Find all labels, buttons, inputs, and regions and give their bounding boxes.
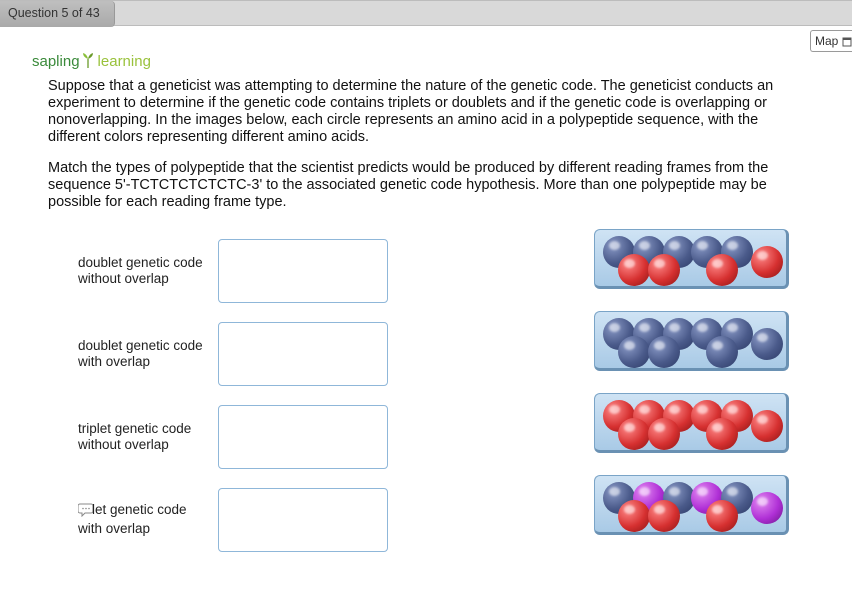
tile-column xyxy=(594,229,804,561)
slot-label-1: doublet genetic code without overlap xyxy=(48,255,218,287)
amino-ball xyxy=(618,336,650,368)
amino-ball xyxy=(618,254,650,286)
slot-label-4: let genetic code with overlap xyxy=(48,502,218,537)
tile-1-balls xyxy=(603,236,778,280)
slot-row-4: let genetic code with overlap xyxy=(48,478,438,561)
tile-4-balls xyxy=(603,482,778,526)
amino-ball xyxy=(648,336,680,368)
paragraph-2: Match the types of polypeptide that the … xyxy=(48,160,804,211)
amino-ball xyxy=(648,254,680,286)
amino-ball xyxy=(706,254,738,286)
tile-3[interactable] xyxy=(594,393,789,453)
logo-part2: learning xyxy=(98,53,151,70)
slot-row-3: triplet genetic code without overlap xyxy=(48,395,438,478)
map-icon xyxy=(842,37,852,47)
amino-ball xyxy=(648,418,680,450)
tile-1[interactable] xyxy=(594,229,789,289)
amino-ball xyxy=(751,492,783,524)
dropzone-3[interactable] xyxy=(218,405,388,469)
map-button[interactable]: Map xyxy=(810,30,852,52)
slot-row-1: doublet genetic code without overlap xyxy=(48,229,438,312)
tile-2[interactable] xyxy=(594,311,789,371)
paragraph-1: Suppose that a geneticist was attempting… xyxy=(48,78,804,146)
amino-ball xyxy=(706,336,738,368)
map-label: Map xyxy=(815,34,838,48)
tab-bar: Question 5 of 43 xyxy=(0,0,852,26)
amino-ball xyxy=(751,246,783,278)
dropzone-1[interactable] xyxy=(218,239,388,303)
question-content: Suppose that a geneticist was attempting… xyxy=(48,78,804,561)
amino-ball xyxy=(618,500,650,532)
tile-4[interactable] xyxy=(594,475,789,535)
tile-3-balls xyxy=(603,400,778,444)
slot-label-3: triplet genetic code without overlap xyxy=(48,421,218,453)
tile-2-balls xyxy=(603,318,778,362)
leaf-icon xyxy=(81,52,95,68)
slot-row-2: doublet genetic code with overlap xyxy=(48,312,438,395)
question-tab[interactable]: Question 5 of 43 xyxy=(0,1,115,27)
brand-logo: sapling learning xyxy=(32,40,852,70)
amino-ball xyxy=(648,500,680,532)
matching-area: doublet genetic code without overlap dou… xyxy=(48,229,804,561)
amino-ball xyxy=(618,418,650,450)
dropzone-2[interactable] xyxy=(218,322,388,386)
dropzone-column: doublet genetic code without overlap dou… xyxy=(48,229,438,561)
logo-part1: sapling xyxy=(32,53,80,70)
slot-label-2: doublet genetic code with overlap xyxy=(48,338,218,370)
amino-ball xyxy=(751,328,783,360)
dropzone-4[interactable] xyxy=(218,488,388,552)
amino-ball xyxy=(706,500,738,532)
amino-ball xyxy=(706,418,738,450)
amino-ball xyxy=(751,410,783,442)
